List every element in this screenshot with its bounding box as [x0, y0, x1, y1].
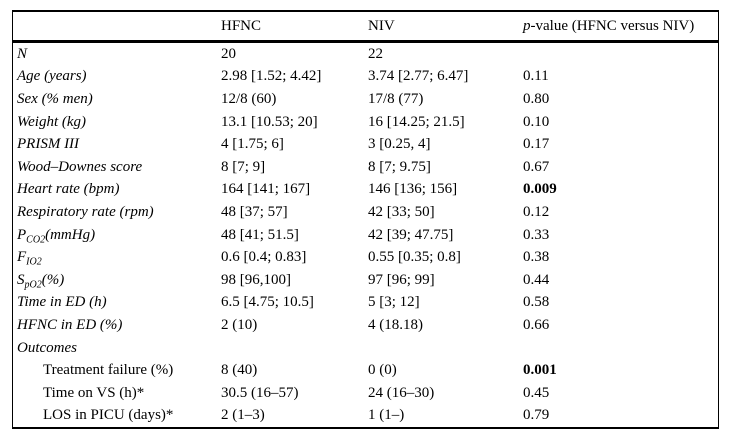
niv-value: 16 [14.25; 21.5]: [368, 113, 465, 130]
row-label: LOS in PICU (days)*: [43, 407, 174, 424]
hfnc-value: 8 (40): [221, 362, 258, 379]
p-value: 0.44: [523, 271, 550, 288]
hfnc-value: 0.6 [0.4; 0.83]: [221, 249, 307, 266]
p-value: 0.38: [523, 249, 550, 266]
niv-value: 4 (18.18): [368, 316, 423, 333]
niv-value: 17/8 (77): [368, 90, 424, 107]
niv-value: 0.55 [0.35; 0.8]: [368, 249, 461, 266]
niv-value: 0 (0): [368, 362, 397, 379]
header-pvalue-p: p: [523, 17, 531, 34]
table-row-time-on-vs: Time on VS (h)* 30.5 (16–57) 24 (16–30) …: [13, 382, 718, 405]
table-row-weight: Weight (kg) 13.1 [10.53; 20] 16 [14.25; …: [13, 111, 718, 134]
table-row-time-in-ed: Time in ED (h) 6.5 [4.75; 10.5] 5 [3; 12…: [13, 292, 718, 315]
p-value: 0.10: [523, 113, 550, 130]
row-label: Respiratory rate (rpm): [17, 203, 154, 220]
row-label: Outcomes: [17, 339, 77, 356]
table-row-prism: PRISM III 4 [1.75; 6] 3 [0.25, 4] 0.17: [13, 133, 718, 156]
header-pvalue: p-value (HFNC versus NIV): [523, 18, 718, 35]
table-row-respiratory-rate: Respiratory rate (rpm) 48 [37; 57] 42 [3…: [13, 201, 718, 224]
row-label: Sex (% men): [17, 90, 93, 107]
row-label: Time on VS (h)*: [43, 384, 145, 401]
table-row-wood-downes: Wood–Downes score 8 [7; 9] 8 [7; 9.75] 0…: [13, 156, 718, 179]
row-label: PRISM III: [17, 136, 80, 153]
niv-value: 3.74 [2.77; 6.47]: [368, 68, 469, 85]
p-value: 0.17: [523, 136, 550, 153]
niv-value: 1 (1–): [368, 407, 405, 424]
row-label: Treatment failure (%): [43, 362, 174, 379]
p-value: 0.79: [523, 407, 550, 424]
hfnc-value: 164 [141; 167]: [221, 181, 311, 198]
hfnc-value: 98 [96,100]: [221, 271, 291, 288]
row-label: Weight (kg): [17, 113, 87, 130]
table-row-outcomes-header: Outcomes: [13, 337, 718, 360]
niv-value: 22: [368, 45, 383, 62]
niv-value: 5 [3; 12]: [368, 294, 420, 311]
table-row-sex: Sex (% men) 12/8 (60) 17/8 (77) 0.80: [13, 88, 718, 111]
header-niv: NIV: [368, 17, 395, 34]
p-value: 0.001: [523, 362, 557, 379]
hfnc-value: 4 [1.75; 6]: [221, 136, 284, 153]
hfnc-value: 13.1 [10.53; 20]: [221, 113, 318, 130]
row-label: N: [17, 45, 28, 62]
hfnc-value: 20: [221, 45, 236, 62]
table-row-pco2: PCO2(mmHg) 48 [41; 51.5] 42 [39; 47.75] …: [13, 224, 718, 247]
table-row-los-in-picu: LOS in PICU (days)* 2 (1–3) 1 (1–) 0.79: [13, 405, 718, 428]
table-body: N 20 22 Age (years) 2.98 [1.52; 4.42] 3.…: [13, 43, 718, 427]
hfnc-value: 2 (1–3): [221, 407, 265, 424]
niv-value: 8 [7; 9.75]: [368, 158, 431, 175]
hfnc-value: 12/8 (60): [221, 90, 277, 107]
niv-value: 3 [0.25, 4]: [368, 136, 431, 153]
row-label: HFNC in ED (%): [17, 316, 123, 333]
niv-value: 42 [33; 50]: [368, 203, 435, 220]
row-label: Wood–Downes score: [17, 158, 143, 175]
hfnc-value: 2 (10): [221, 316, 258, 333]
p-value: 0.67: [523, 158, 550, 175]
row-label: PCO2(mmHg): [17, 226, 96, 246]
p-value: 0.11: [523, 68, 549, 85]
hfnc-value: 48 [41; 51.5]: [221, 226, 299, 243]
row-label: SpO2(%): [17, 271, 65, 291]
row-label: Heart rate (bpm): [17, 181, 120, 198]
p-value: 0.009: [523, 181, 557, 198]
p-value: 0.66: [523, 316, 550, 333]
table-header: HFNC NIV p-value (HFNC versus NIV): [13, 12, 718, 43]
p-value: 0.33: [523, 226, 550, 243]
row-label: Time in ED (h): [17, 294, 107, 311]
p-value: 0.80: [523, 90, 550, 107]
hfnc-value: 6.5 [4.75; 10.5]: [221, 294, 314, 311]
row-label: FIO2: [17, 249, 42, 268]
table-row-fio2: FIO2 0.6 [0.4; 0.83] 0.55 [0.35; 0.8] 0.…: [13, 246, 718, 269]
table-row-treatment-failure: Treatment failure (%) 8 (40) 0 (0) 0.001: [13, 359, 718, 382]
hfnc-value: 48 [37; 57]: [221, 203, 288, 220]
table-row-age: Age (years) 2.98 [1.52; 4.42] 3.74 [2.77…: [13, 66, 718, 89]
niv-value: 42 [39; 47.75]: [368, 226, 454, 243]
p-value: 0.45: [523, 384, 550, 401]
header-pvalue-rest: -value (HFNC versus NIV): [530, 17, 695, 34]
hfnc-value: 2.98 [1.52; 4.42]: [221, 68, 322, 85]
niv-value: 24 (16–30): [368, 384, 435, 401]
table-row-n: N 20 22: [13, 43, 718, 66]
hfnc-value: 8 [7; 9]: [221, 158, 266, 175]
header-hfnc: HFNC: [221, 17, 262, 34]
table-row-heart-rate: Heart rate (bpm) 164 [141; 167] 146 [136…: [13, 179, 718, 202]
table-row-hfnc-in-ed: HFNC in ED (%) 2 (10) 4 (18.18) 0.66: [13, 314, 718, 337]
niv-value: 97 [96; 99]: [368, 271, 435, 288]
niv-value: 146 [136; 156]: [368, 181, 458, 198]
p-value: 0.58: [523, 294, 550, 311]
table-row-spo2: SpO2(%) 98 [96,100] 97 [96; 99] 0.44: [13, 269, 718, 292]
comparison-table: HFNC NIV p-value (HFNC versus NIV) N 20 …: [12, 10, 719, 429]
row-label: Age (years): [17, 68, 87, 85]
p-value: 0.12: [523, 203, 550, 220]
hfnc-value: 30.5 (16–57): [221, 384, 299, 401]
